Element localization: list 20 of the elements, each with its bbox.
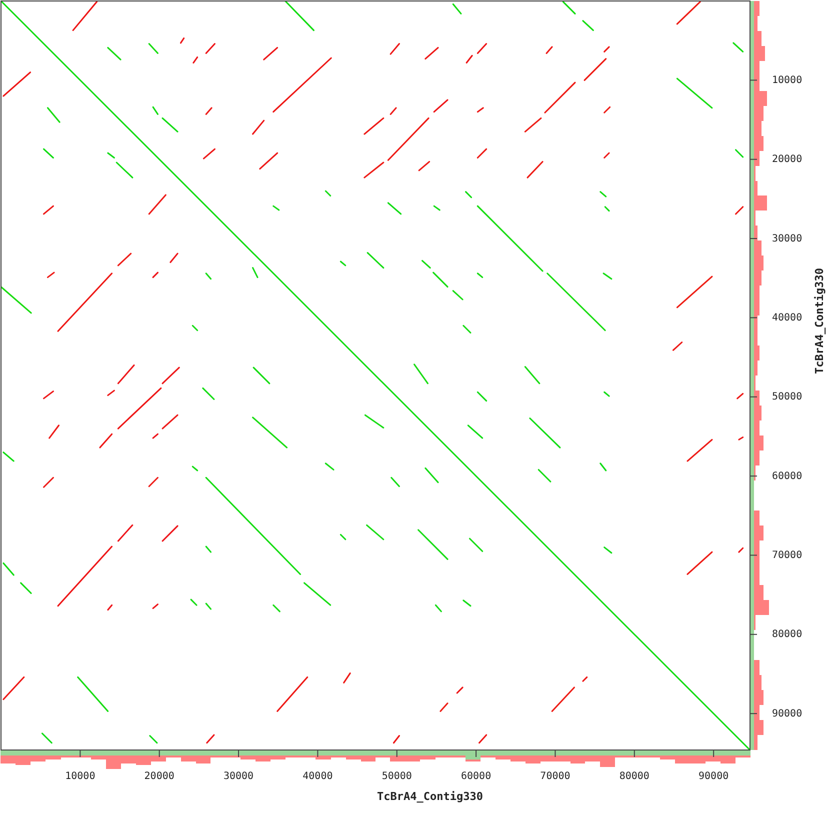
y-tick-label: 90000: [772, 708, 802, 720]
x-tick-label: 20000: [144, 771, 174, 782]
x-tick-label: 30000: [223, 771, 254, 782]
y-tick-label: 70000: [772, 550, 802, 561]
x-tick-label: 90000: [698, 771, 729, 782]
x-tick-label: 50000: [382, 771, 412, 782]
x-axis-title: TcBrA4_Contig330: [377, 790, 483, 803]
y-tick-label: 40000: [772, 312, 802, 324]
x-tick-label: 80000: [619, 771, 650, 782]
y-tick-label: 10000: [772, 74, 802, 86]
y-tick-label: 20000: [772, 154, 802, 166]
y-tick-label: 50000: [772, 392, 802, 403]
y-axis-title: TcBrA4_Contig330: [813, 268, 826, 374]
x-tick-label: 10000: [65, 771, 96, 782]
y-tick-label: 30000: [772, 233, 802, 244]
y-tick-label: 60000: [772, 470, 802, 482]
y-tick-label: 80000: [772, 629, 802, 640]
x-tick-label: 40000: [302, 771, 333, 782]
x-tick-label: 60000: [461, 771, 492, 782]
x-tick-label: 70000: [540, 771, 570, 782]
